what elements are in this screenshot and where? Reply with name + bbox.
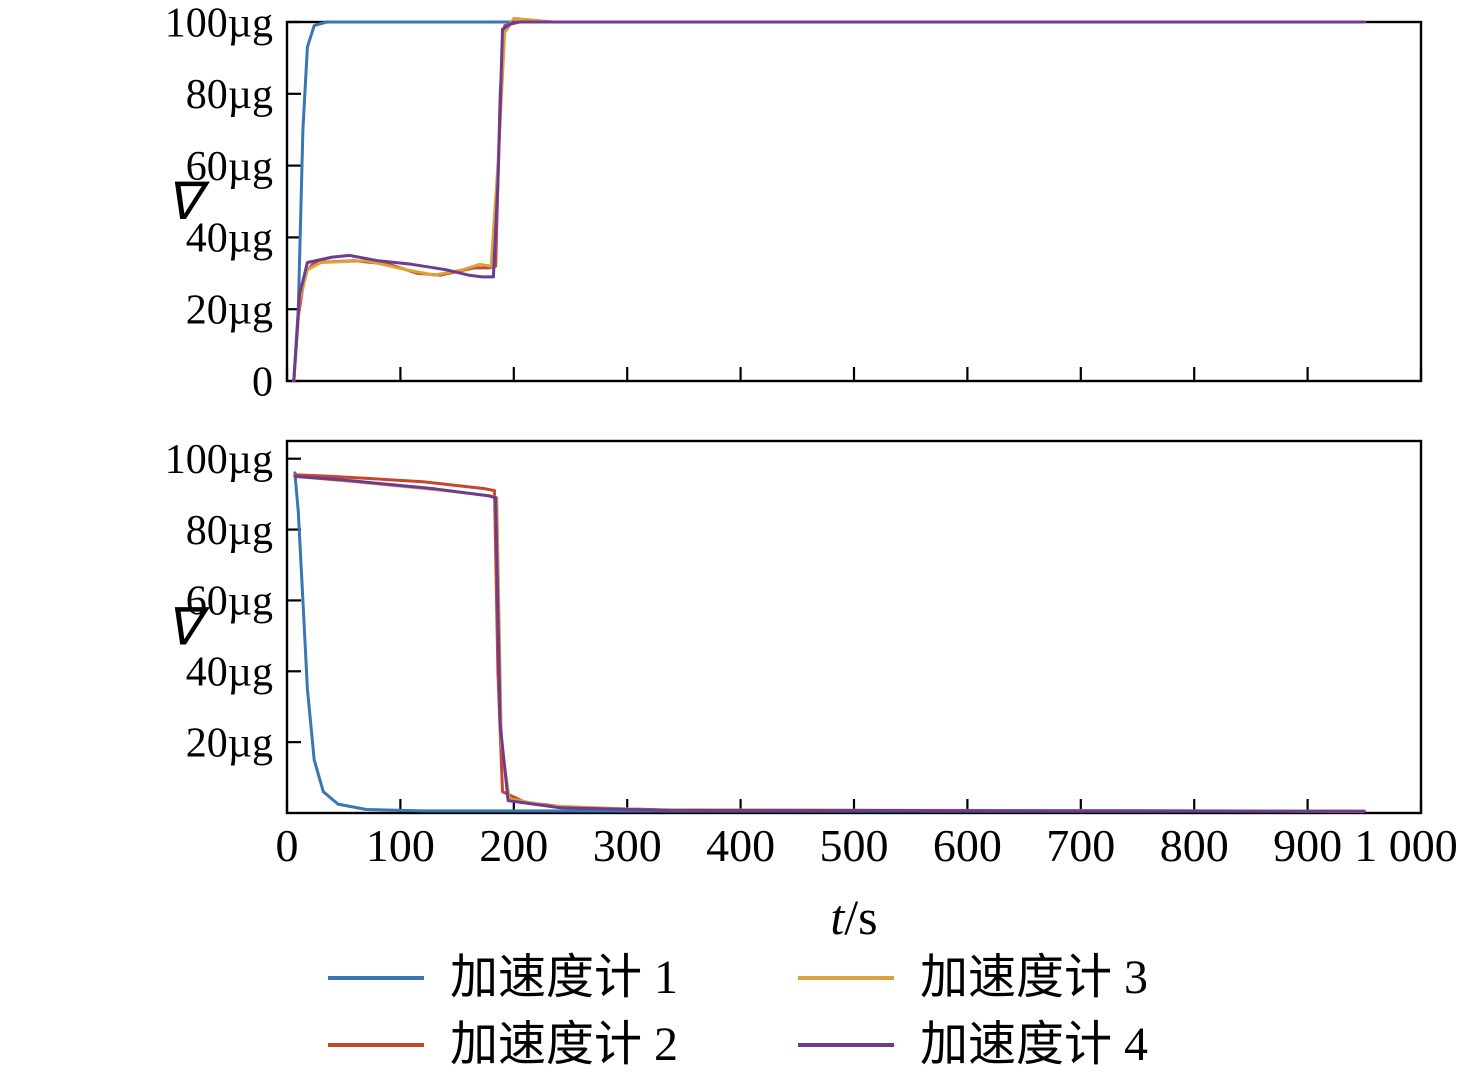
x-tick-label: 900 xyxy=(1273,820,1342,871)
legend-item: 加速度计 1 xyxy=(327,951,678,1005)
y-tick-label: 60µg xyxy=(186,579,273,625)
plots-canvas: 020µg40µg60µg80µg100µg∇20µg40µg60µg80µg1… xyxy=(165,0,1458,871)
series-line xyxy=(293,474,1366,813)
series-line xyxy=(292,20,1366,383)
series-line xyxy=(293,473,1366,813)
x-tick-label: 700 xyxy=(1046,820,1115,871)
legend-item: 加速度计 2 xyxy=(327,1017,678,1072)
y-tick-label: 20µg xyxy=(186,287,273,333)
x-axis-label: t/s xyxy=(287,888,1421,946)
x-axis-label-unit: /s xyxy=(844,889,878,945)
legend-line-swatch xyxy=(327,1043,424,1048)
legend-column-left: 加速度计 1 加速度计 2 xyxy=(327,951,678,1072)
legend-item: 加速度计 4 xyxy=(798,1017,1149,1072)
plot-frame xyxy=(285,439,1423,815)
x-tick-label: 600 xyxy=(933,820,1002,871)
legend-line-swatch xyxy=(798,976,894,981)
y-tick-label: 100µg xyxy=(165,437,273,483)
x-tick-label: 500 xyxy=(820,820,889,871)
series-line xyxy=(293,474,1366,813)
series-line xyxy=(293,471,1366,813)
legend-label: 加速度计 3 xyxy=(920,951,1149,1004)
y-tick-label: 20µg xyxy=(186,720,273,766)
x-axis-label-variable: t xyxy=(830,889,845,945)
legend: 加速度计 1 加速度计 2 加速度计 3 加速度计 4 xyxy=(0,951,1476,1072)
legend-label: 加速度计 1 xyxy=(449,951,678,1004)
y-tick-label: 40µg xyxy=(186,216,273,262)
y-tick-label: 60µg xyxy=(186,144,273,190)
y-tick-label: 100µg xyxy=(165,0,273,46)
x-tick-label: 200 xyxy=(479,820,548,871)
legend-line-swatch xyxy=(798,1043,894,1048)
legend-line-swatch xyxy=(327,976,424,981)
series-line xyxy=(292,20,1366,383)
plot-2: 20µg 40µg 60µg 80µg 100µg 0 100 200 300 400 500 600… xyxy=(165,437,1458,871)
series-line xyxy=(292,16,1366,383)
y-tick-label: 40µg xyxy=(186,650,273,696)
plot-frame xyxy=(285,20,1423,383)
y-tick-label: 0 xyxy=(252,359,273,405)
y-tick-label: 80µg xyxy=(186,72,273,118)
x-tick-label: 0 xyxy=(276,820,299,871)
legend-label: 加速度计 4 xyxy=(920,1017,1149,1071)
legend-column-right: 加速度计 3 加速度计 4 xyxy=(798,951,1149,1072)
x-tick-label: 800 xyxy=(1160,820,1229,871)
x-tick-label: 400 xyxy=(706,820,775,871)
legend-item: 加速度计 3 xyxy=(798,951,1149,1005)
y-tick-label: 80µg xyxy=(186,508,273,554)
x-tick-label: 300 xyxy=(593,820,662,871)
series-line xyxy=(292,20,1366,383)
legend-label: 加速度计 2 xyxy=(449,1017,678,1071)
x-tick-label: 100 xyxy=(366,820,435,871)
x-tick-label: 1 000 xyxy=(1354,820,1458,871)
